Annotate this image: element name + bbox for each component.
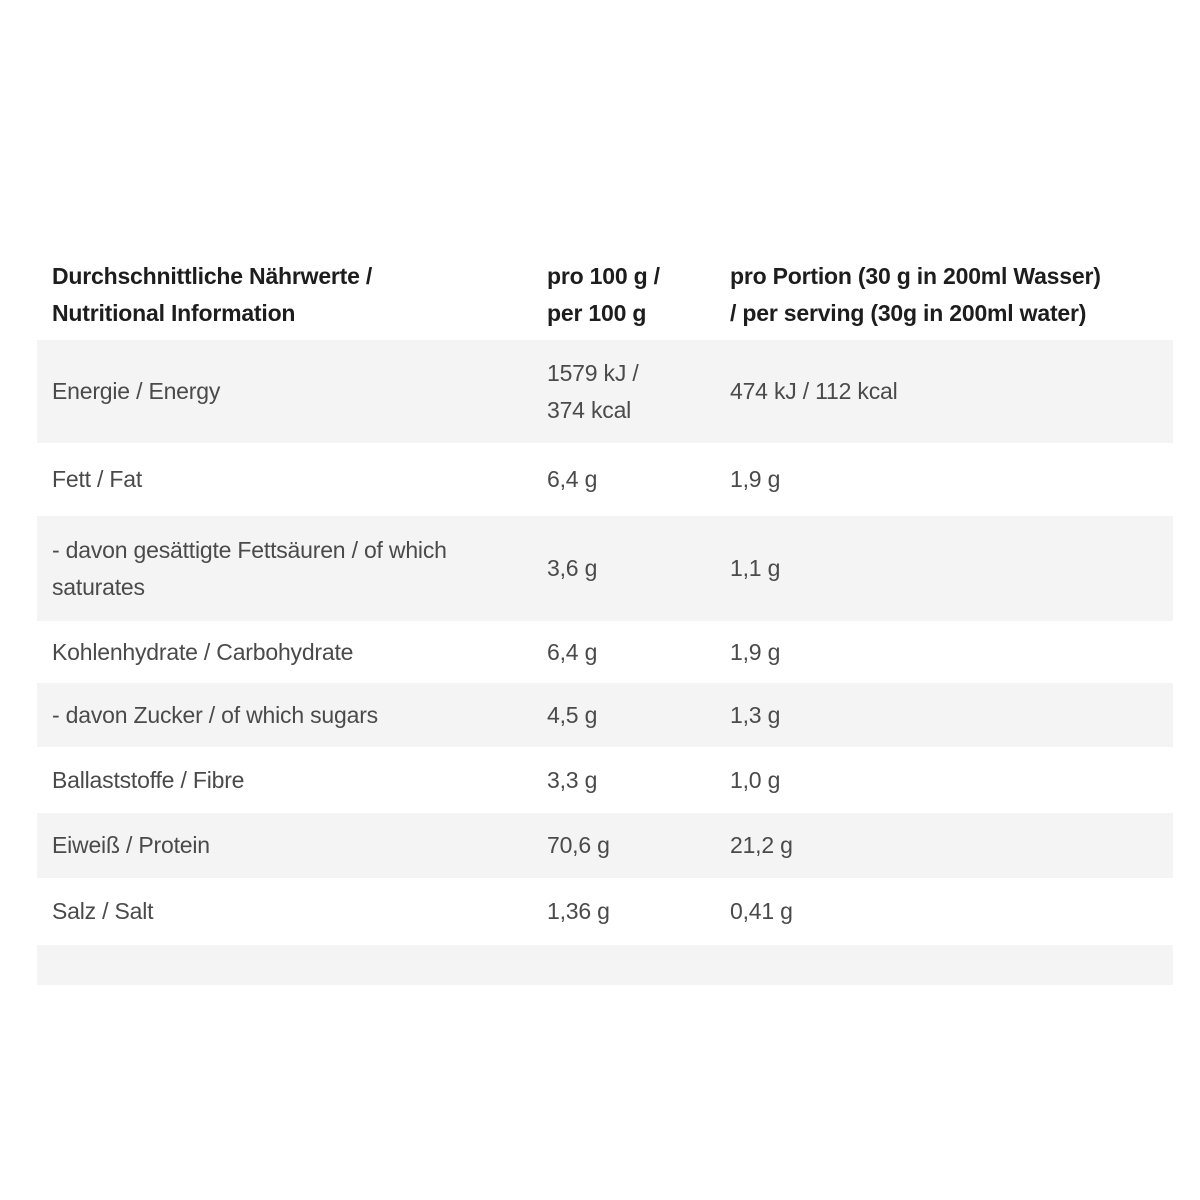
table-row-fibre: Ballaststoffe / Fibre 3,3 g 1,0 g xyxy=(37,747,1173,813)
table-row-empty xyxy=(37,945,1173,985)
nutrient-label: - davon Zucker / of which sugars xyxy=(52,701,378,728)
header-nutrients: Durchschnittliche Nährwerte / Nutritiona… xyxy=(52,263,373,326)
per-serving-value: 1,3 g xyxy=(730,701,781,728)
table-row-protein: Eiweiß / Protein 70,6 g 21,2 g xyxy=(37,813,1173,878)
per-100g-value: 6,4 g xyxy=(547,466,598,492)
per-100g-value: 3,3 g xyxy=(547,766,598,793)
table-row-energy: Energie / Energy 1579 kJ / 374 kcal 474 … xyxy=(37,340,1173,443)
per-serving-value: 1,1 g xyxy=(730,555,781,581)
per-serving-value: 1,0 g xyxy=(730,766,781,793)
per-serving-value: 0,41 g xyxy=(730,898,793,924)
per-100g-value: 6,4 g xyxy=(547,638,598,665)
nutrient-label: - davon gesättigte Fettsäuren / of which… xyxy=(52,536,447,600)
per-serving-value: 1,9 g xyxy=(730,638,781,665)
per-100g-value: 3,6 g xyxy=(547,555,598,581)
nutrient-label: Ballaststoffe / Fibre xyxy=(52,766,245,793)
per-serving-value: 474 kJ / 112 kcal xyxy=(730,378,898,404)
per-100g-value: 70,6 g xyxy=(547,832,610,858)
header-per-serving: pro Portion (30 g in 200ml Wasser) / per… xyxy=(730,263,1101,326)
table-row-sugars: - davon Zucker / of which sugars 4,5 g 1… xyxy=(37,683,1173,747)
nutrition-table: Durchschnittliche Nährwerte / Nutritiona… xyxy=(37,250,1173,985)
table-header-row: Durchschnittliche Nährwerte / Nutritiona… xyxy=(37,250,1173,340)
per-100g-value: 4,5 g xyxy=(547,701,598,728)
nutrient-label: Eiweiß / Protein xyxy=(52,832,210,858)
nutrient-label: Salz / Salt xyxy=(52,898,154,924)
per-100g-value: 1,36 g xyxy=(547,898,610,924)
nutrient-label: Fett / Fat xyxy=(52,466,143,492)
nutrient-label: Energie / Energy xyxy=(52,378,221,404)
table-body: Energie / Energy 1579 kJ / 374 kcal 474 … xyxy=(37,340,1173,985)
table-row-carbohydrate: Kohlenhydrate / Carbohydrate 6,4 g 1,9 g xyxy=(37,621,1173,683)
per-serving-value: 21,2 g xyxy=(730,832,793,858)
per-100g-value: 1579 kJ / 374 kcal xyxy=(547,359,639,423)
nutrient-label: Kohlenhydrate / Carbohydrate xyxy=(52,638,354,665)
header-per-100g: pro 100 g / per 100 g xyxy=(547,263,660,326)
table-row-salt: Salz / Salt 1,36 g 0,41 g xyxy=(37,878,1173,945)
per-serving-value: 1,9 g xyxy=(730,466,781,492)
table-row-saturates: - davon gesättigte Fettsäuren / of which… xyxy=(37,516,1173,621)
table-row-fat: Fett / Fat 6,4 g 1,9 g xyxy=(37,443,1173,516)
